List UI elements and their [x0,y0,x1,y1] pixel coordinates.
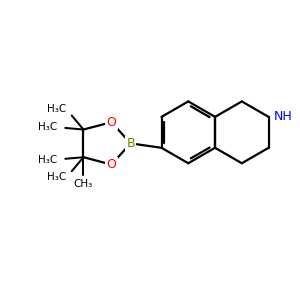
Text: H₃C: H₃C [47,172,67,182]
Text: NH: NH [274,110,293,123]
Text: CH₃: CH₃ [74,179,93,189]
Text: H₃C: H₃C [38,122,57,132]
Text: H₃C: H₃C [47,104,67,114]
Text: H₃C: H₃C [38,154,57,164]
Text: O: O [106,158,116,171]
Text: O: O [106,116,116,129]
Text: B: B [126,137,135,150]
